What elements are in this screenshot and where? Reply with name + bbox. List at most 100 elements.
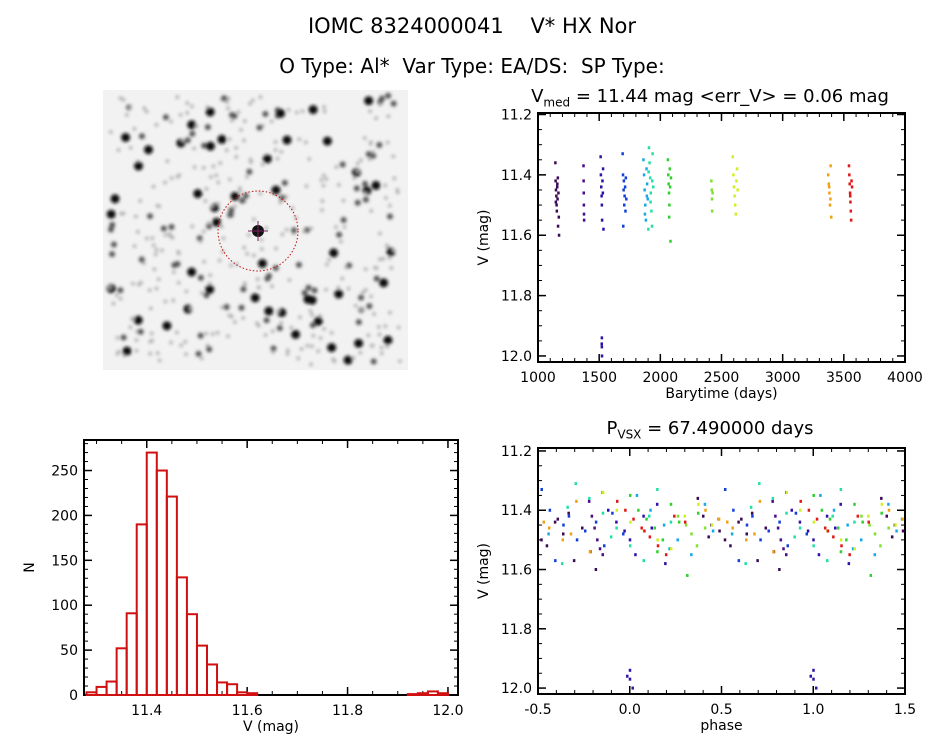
star [190, 104, 194, 109]
data-point [588, 550, 592, 554]
star [379, 345, 384, 350]
star [295, 110, 299, 115]
data-point [704, 508, 707, 512]
data-point [669, 502, 673, 506]
finder-chart-image [103, 90, 408, 370]
star [308, 309, 313, 313]
data-point [731, 155, 735, 159]
star [301, 289, 308, 296]
star [165, 159, 170, 164]
x-tick-label: 12.0 [432, 703, 463, 719]
data-point [809, 674, 813, 678]
star [309, 322, 316, 329]
star [107, 226, 114, 233]
data-point [710, 197, 714, 201]
data-point [826, 173, 830, 177]
star [187, 120, 197, 130]
star [147, 288, 152, 292]
star [316, 349, 321, 353]
data-point [839, 502, 842, 506]
star [318, 314, 322, 318]
data-point [637, 508, 640, 512]
data-point [567, 514, 571, 518]
data-point [632, 517, 635, 521]
data-point [545, 544, 549, 548]
star [334, 165, 339, 169]
star [264, 306, 274, 316]
data-point [557, 233, 561, 237]
star [245, 252, 249, 256]
data-point [820, 508, 824, 512]
data-point [647, 514, 651, 518]
data-point [887, 508, 891, 512]
star [184, 289, 189, 294]
data-point [859, 538, 863, 542]
data-point [776, 526, 780, 530]
data-point [624, 508, 627, 512]
data-point [703, 526, 707, 530]
star [230, 118, 234, 123]
star [263, 317, 270, 324]
data-point [656, 544, 660, 548]
data-point [656, 487, 659, 491]
star [334, 289, 344, 299]
y-axis-label: N [22, 562, 38, 572]
star [281, 179, 288, 186]
star [185, 111, 190, 115]
star [136, 230, 140, 234]
star [358, 350, 363, 355]
star [279, 194, 286, 201]
star [193, 189, 203, 199]
data-point [622, 532, 625, 536]
y-tick-label: 200 [51, 508, 78, 524]
data-point [812, 493, 815, 497]
data-point [812, 677, 815, 681]
data-point [847, 562, 851, 566]
data-point [556, 176, 560, 180]
data-point [645, 167, 648, 171]
star [369, 209, 374, 213]
star [240, 286, 247, 293]
star [176, 280, 181, 285]
star [372, 312, 376, 316]
data-point [562, 532, 565, 536]
star [118, 296, 123, 301]
star [233, 204, 237, 209]
star [308, 105, 318, 115]
star [387, 256, 392, 260]
star [226, 106, 230, 111]
star [172, 270, 176, 274]
star [194, 124, 199, 129]
y-tick-label: 11.2 [501, 108, 532, 124]
star [234, 262, 239, 267]
data-point [623, 194, 626, 198]
data-point [601, 511, 605, 515]
star [285, 352, 290, 356]
data-point [753, 532, 756, 536]
histogram-bar [236, 691, 249, 696]
data-point [554, 200, 558, 204]
histogram-bar [125, 612, 138, 696]
data-point [873, 553, 877, 557]
data-point [611, 511, 614, 515]
star [208, 281, 212, 286]
star [311, 287, 318, 294]
data-point [635, 493, 639, 497]
data-point [836, 526, 840, 530]
star [309, 362, 313, 367]
star [371, 180, 381, 190]
histogram-bar [175, 576, 188, 697]
star [169, 119, 173, 124]
star [378, 102, 382, 107]
data-point [669, 176, 673, 180]
data-point [832, 508, 836, 512]
data-point [555, 185, 559, 189]
star [373, 275, 380, 282]
data-point [758, 499, 762, 503]
data-point [556, 517, 560, 521]
histogram-bar [95, 685, 108, 696]
data-point [599, 173, 603, 177]
y-tick-label: 250 [51, 464, 78, 480]
data-point [669, 520, 673, 524]
star [395, 190, 400, 195]
